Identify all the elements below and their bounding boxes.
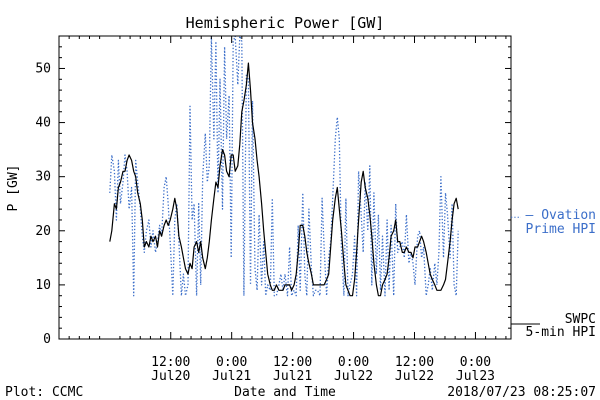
series-layer	[109, 36, 459, 297]
x-tick-date-label: Jul22	[334, 369, 373, 384]
series-line-swpc-5-min-hpi	[109, 62, 459, 297]
y-tick-label: 10	[35, 278, 51, 293]
ovation-series-label: Prime HPI	[526, 222, 596, 237]
x-tick-date-label: Jul21	[273, 369, 312, 384]
x-tick-time-label: 12:00	[151, 355, 190, 370]
x-tick-date-label: Jul22	[395, 369, 434, 384]
footer-plot-credit: Plot: CCMC	[5, 385, 83, 400]
x-tick-time-label: 0:00	[338, 355, 369, 370]
x-axis-label: Date and Time	[234, 385, 336, 400]
plot-frame	[58, 35, 512, 340]
y-tick-label: 0	[43, 332, 51, 347]
x-tick-time-label: 0:00	[216, 355, 247, 370]
x-tick-date-label: Jul20	[151, 369, 190, 384]
x-tick-time-label: 12:00	[273, 355, 312, 370]
x-tick-date-label: Jul23	[456, 369, 495, 384]
x-tick-time-label: 0:00	[460, 355, 491, 370]
y-tick-label: 30	[35, 170, 51, 185]
axes-layer: 0102030405012:00Jul200:00Jul2112:00Jul21…	[35, 35, 512, 384]
footer-timestamp: 2018/07/23 08:25:07	[447, 385, 596, 400]
y-tick-label: 50	[35, 61, 51, 76]
x-tick-date-label: Jul21	[212, 369, 251, 384]
swpc-series-label: 5-min HPI	[526, 325, 596, 340]
chart-title: Hemispheric Power [GW]	[186, 14, 385, 32]
y-tick-label: 20	[35, 224, 51, 239]
swpc-series-label: SWPC	[565, 312, 596, 327]
series-line-ovation-prime-hpi	[109, 36, 459, 297]
y-axis-label: P [GW]	[6, 165, 21, 212]
x-tick-time-label: 12:00	[395, 355, 434, 370]
ovation-series-label: — Ovation	[526, 208, 596, 223]
y-tick-label: 40	[35, 116, 51, 131]
